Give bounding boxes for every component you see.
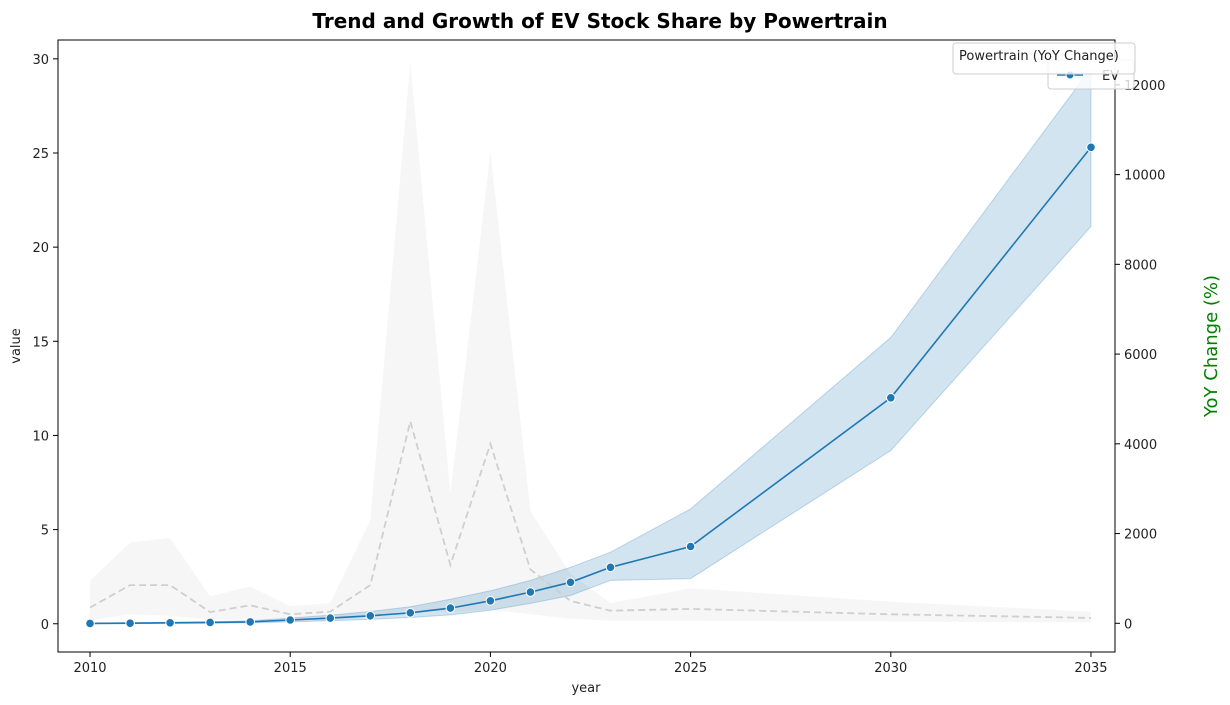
point-ev-2018 xyxy=(405,608,416,618)
x-tick-label-2035: 2035 xyxy=(1074,661,1107,676)
x-tick-label-2010: 2010 xyxy=(73,661,106,676)
legend-title: Powertrain (YoY Change) xyxy=(959,49,1119,64)
point-ev-2011 xyxy=(125,618,135,629)
point-ev-2019 xyxy=(445,603,456,613)
x-tick-label-2025: 2025 xyxy=(674,661,707,676)
point-ev-2021 xyxy=(525,587,536,597)
y2-axis-label: YoY Change (%) xyxy=(1201,275,1222,418)
y-tick-label-15: 15 xyxy=(32,335,49,350)
y2-tick-label-6000: 6000 xyxy=(1124,348,1157,363)
point-ev-2013 xyxy=(205,617,215,628)
plot-frame xyxy=(57,39,1116,653)
y-tick-label-0: 0 xyxy=(41,618,49,633)
y2-tick-label-0: 0 xyxy=(1124,617,1132,632)
point-ev-2023 xyxy=(605,562,616,573)
point-ev-2012 xyxy=(165,618,175,628)
point-ev-2017 xyxy=(365,611,376,621)
point-ev-2010 xyxy=(85,618,95,629)
y-tick-label-30: 30 xyxy=(32,53,49,68)
point-ev-2020 xyxy=(485,596,496,606)
chart-title: Trend and Growth of EV Stock Share by Po… xyxy=(312,9,887,33)
y-axis-label: value xyxy=(9,328,24,364)
point-ev-2014 xyxy=(245,617,255,627)
band-ev xyxy=(89,66,1092,625)
point-ev-2016 xyxy=(325,613,336,623)
y-tick-label-20: 20 xyxy=(32,241,49,256)
point-ev-2035 xyxy=(1086,142,1096,153)
y-tick-label-25: 25 xyxy=(32,147,49,162)
y-tick-label-10: 10 xyxy=(32,429,49,444)
x-tick-label-2015: 2015 xyxy=(274,661,307,676)
y2-tick-label-8000: 8000 xyxy=(1124,258,1157,273)
y2-tick-label-10000: 10000 xyxy=(1124,169,1165,184)
point-ev-2022 xyxy=(565,577,576,588)
y2-tick-label-4000: 4000 xyxy=(1124,438,1157,453)
legend-box-secondary xyxy=(952,42,1136,75)
x-tick-label-2030: 2030 xyxy=(874,661,907,676)
point-ev-2015 xyxy=(285,615,296,625)
y2-tick-label-2000: 2000 xyxy=(1124,528,1157,543)
point-ev-2025 xyxy=(685,541,696,552)
y-tick-label-5: 5 xyxy=(41,524,49,539)
legend: EV Powertrain (YoY Change) xyxy=(952,42,1136,90)
x-axis-label: year xyxy=(571,681,601,696)
x-tick-label-2020: 2020 xyxy=(474,661,507,676)
point-ev-2030 xyxy=(886,393,896,403)
